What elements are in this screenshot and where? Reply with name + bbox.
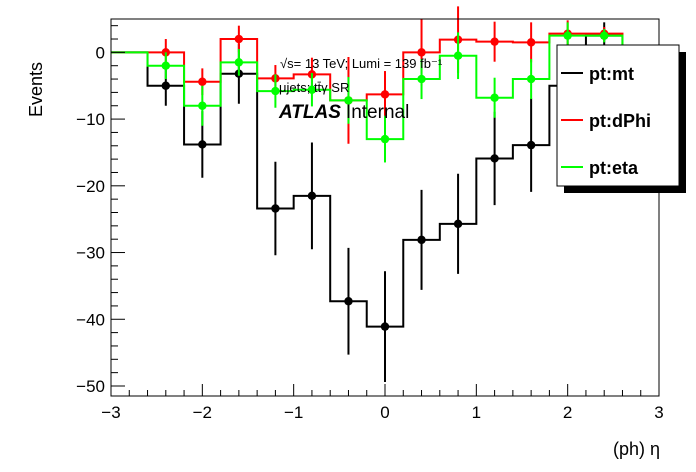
- data-point: [417, 48, 426, 57]
- legend: pt:mt pt:dPhi pt:eta: [556, 44, 686, 193]
- data-point: [198, 101, 207, 110]
- legend-label: pt:mt: [589, 64, 634, 84]
- data-point: [161, 81, 170, 90]
- atlas-label: ATLAS Internal: [278, 102, 409, 123]
- legend-entries: pt:mt pt:dPhi pt:eta: [561, 64, 651, 178]
- legend-entry: pt:mt: [561, 64, 634, 84]
- data-point: [526, 140, 536, 150]
- legend-label: pt:eta: [589, 158, 639, 178]
- data-point: [490, 37, 499, 46]
- x-tick-label: 1: [472, 403, 481, 422]
- atlas-bold-text: ATLAS: [278, 102, 341, 123]
- legend-entry: pt:dPhi: [561, 111, 651, 131]
- axis-layer: −3 −2 −1 0 1 2 3−50−40−30−20−100: [76, 18, 664, 422]
- data-point: [344, 297, 353, 306]
- legend-label: pt:dPhi: [589, 111, 651, 131]
- atlas-status-text: Internal: [346, 102, 409, 123]
- x-tick-label: −2: [193, 403, 212, 422]
- y-tick-label: −30: [76, 244, 105, 263]
- x-tick-label: −1: [284, 403, 303, 422]
- energy-lumi-label: √s= 13 TeV; Lumi = 139 fb⁻¹: [280, 56, 443, 71]
- legend-entry: pt:eta: [561, 158, 639, 178]
- data-point: [161, 61, 170, 70]
- y-tick-label: 0: [96, 43, 105, 62]
- data-point: [271, 204, 280, 213]
- series-layer: [111, 6, 659, 382]
- data-point: [526, 74, 536, 84]
- data-point: [307, 85, 317, 94]
- data-point: [198, 140, 207, 149]
- y-axis-title: Events: [26, 62, 46, 117]
- data-point: [344, 96, 353, 105]
- data-point: [380, 134, 390, 144]
- data-point: [234, 34, 244, 44]
- data-point: [600, 31, 609, 40]
- data-point: [198, 77, 207, 86]
- data-point: [380, 322, 390, 331]
- series-step-line: [111, 34, 659, 141]
- region-label: μjets; tt̄γ SR: [279, 80, 349, 95]
- x-tick-label: 2: [563, 403, 572, 422]
- series-pt-eta: [111, 22, 659, 163]
- data-point: [490, 93, 499, 102]
- data-point: [271, 86, 280, 96]
- legend-box: [556, 44, 680, 187]
- data-point: [490, 154, 499, 163]
- x-tick-label: 0: [380, 403, 389, 422]
- data-point: [307, 191, 317, 201]
- data-point: [526, 38, 536, 47]
- data-point: [453, 219, 463, 229]
- data-point: [563, 31, 572, 40]
- x-axis-title: (ph) η: [613, 439, 660, 459]
- data-point: [380, 90, 390, 99]
- y-tick-label: −20: [76, 177, 105, 196]
- y-tick-label: −10: [76, 110, 105, 129]
- data-point: [417, 74, 426, 84]
- data-point: [234, 58, 244, 67]
- y-tick-label: −40: [76, 310, 105, 329]
- x-tick-label: 3: [654, 403, 663, 422]
- data-point: [453, 51, 463, 60]
- data-point: [417, 235, 426, 245]
- x-tick-label: −3: [101, 403, 120, 422]
- y-tick-label: −50: [76, 377, 105, 396]
- annotation-block: √s= 13 TeV; Lumi = 139 fb⁻¹ μjets; tt̄γ …: [278, 56, 443, 123]
